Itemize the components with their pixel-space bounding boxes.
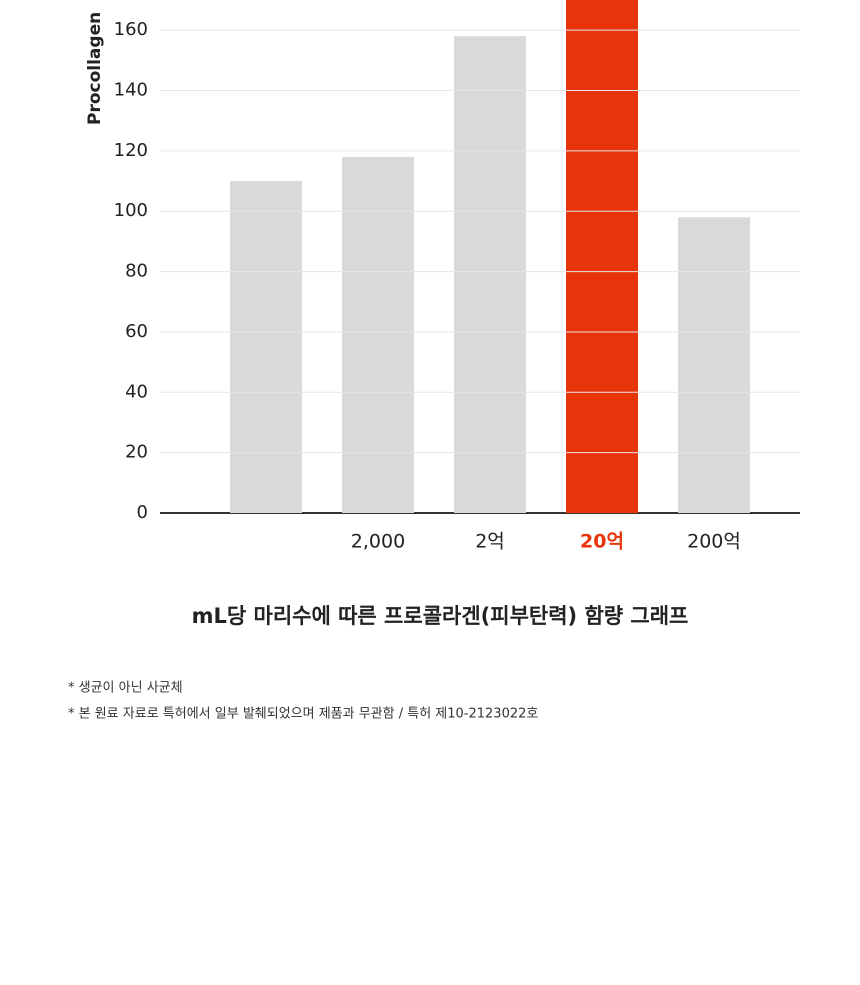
x-tick-label: 2억 [475,531,505,553]
bar [678,217,750,514]
footnote: * 생균이 아닌 사균체 [68,681,183,696]
y-tick-label: 140 [114,80,148,101]
x-tick-label: 200억 [687,531,741,553]
y-tick-label: 60 [125,321,148,342]
x-tick-label: 20억 [580,531,624,553]
chart-caption: mL당 마리수에 따른 프로콜라겐(피부탄력) 함량 그래프 [192,604,689,628]
bar [230,181,302,513]
bar [342,156,414,513]
footnote: * 본 원료 자료로 특허에서 일부 발췌되었으며 제품과 무관함 / 특허 제… [68,707,538,722]
bar [566,0,638,514]
x-tick-label: 2,000 [351,531,405,553]
y-tick-label: 40 [125,381,148,402]
y-axis-label: Procollagen [85,12,105,125]
y-tick-label: 80 [125,261,148,282]
y-tick-label: 0 [137,502,148,523]
y-tick-label: 120 [114,140,148,161]
y-tick-label: 20 [125,442,148,463]
y-tick-label: 160 [114,19,148,40]
bar [454,36,526,514]
y-tick-label: 100 [114,200,148,221]
